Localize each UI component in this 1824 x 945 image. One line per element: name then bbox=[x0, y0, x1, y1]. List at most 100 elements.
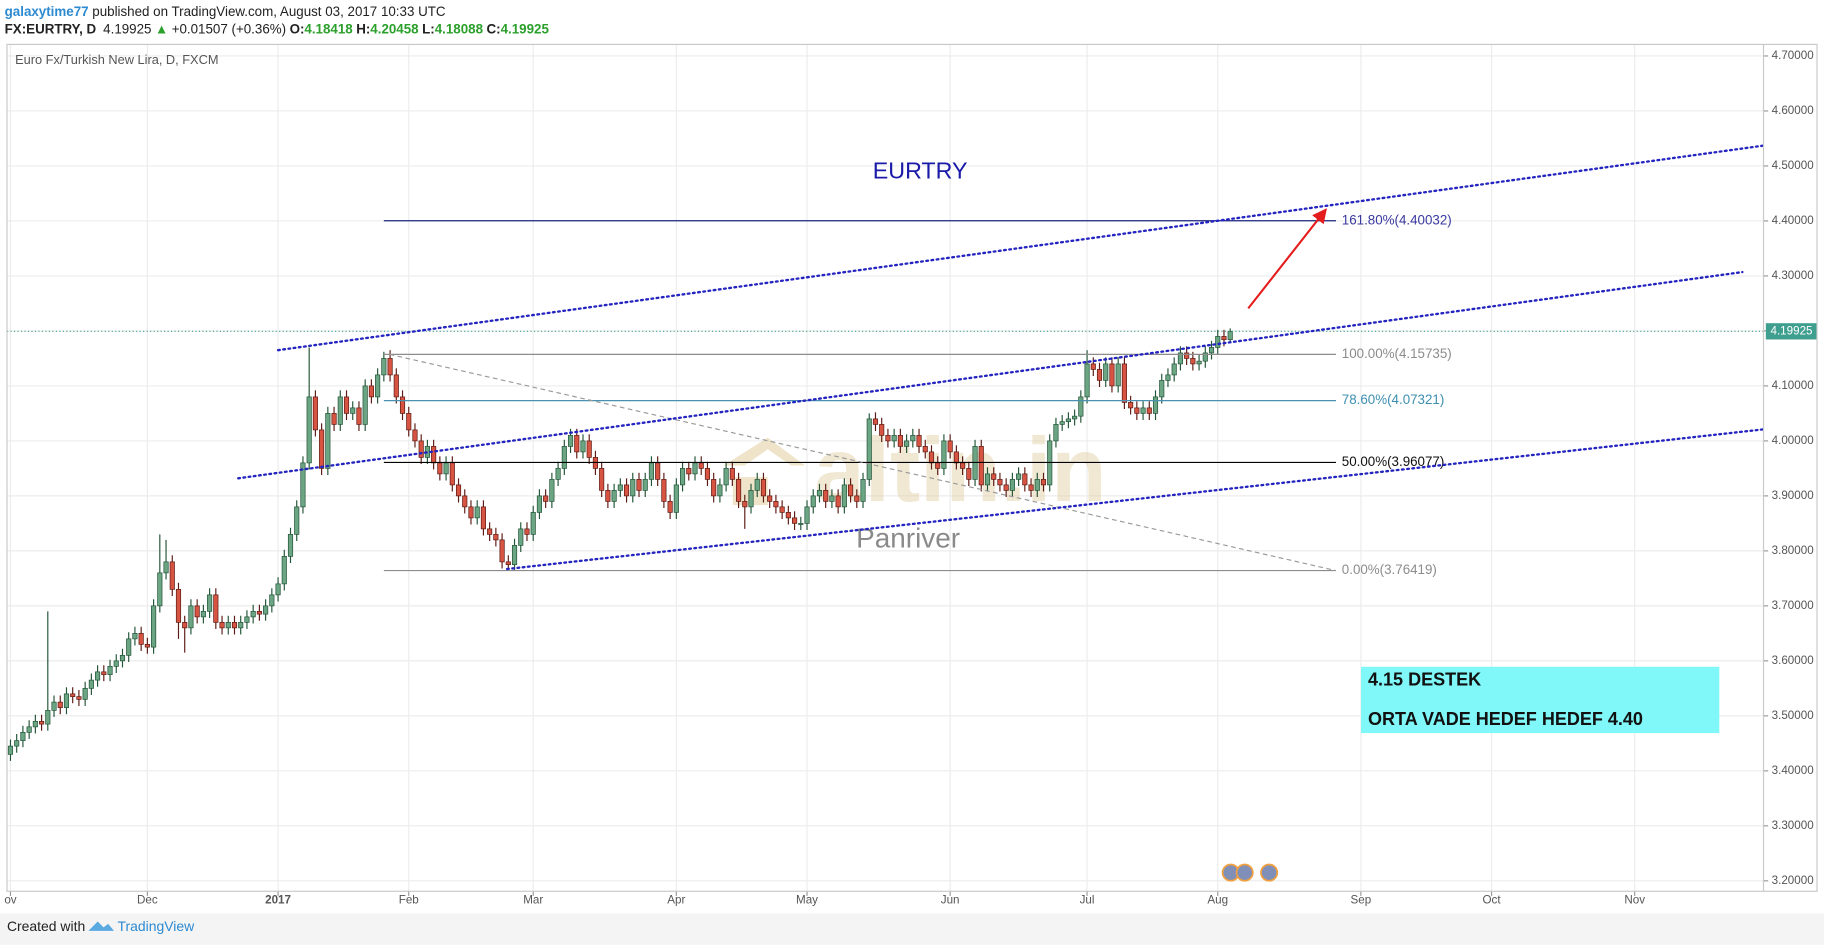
candle-body bbox=[798, 523, 804, 525]
candle-body bbox=[630, 479, 636, 497]
y-tick-label: 3.90000 bbox=[1772, 489, 1815, 502]
candle-body bbox=[679, 468, 686, 486]
candle-body bbox=[605, 490, 611, 502]
candle-body bbox=[997, 479, 1003, 486]
candle-body bbox=[200, 611, 206, 618]
candle-body bbox=[648, 462, 655, 480]
candle-body bbox=[107, 666, 113, 675]
candle-body bbox=[904, 440, 910, 447]
candle-body bbox=[337, 396, 343, 425]
l-label: L: bbox=[422, 21, 435, 36]
candle-body bbox=[132, 633, 138, 640]
candle-body bbox=[991, 473, 997, 480]
candle-body bbox=[711, 479, 717, 497]
candle-body bbox=[375, 374, 381, 398]
candle-body bbox=[760, 479, 767, 497]
candle-body bbox=[518, 528, 524, 546]
last-price: 4.19925 bbox=[103, 21, 151, 36]
candle-body bbox=[219, 622, 225, 629]
footer-brand[interactable]: TradingView bbox=[117, 918, 195, 934]
candle-body bbox=[1196, 360, 1202, 365]
footer bbox=[0, 913, 1824, 945]
candle-body bbox=[1159, 380, 1165, 398]
candle-body bbox=[829, 495, 835, 502]
y-tick-label: 3.50000 bbox=[1772, 709, 1815, 722]
candle-body bbox=[617, 484, 623, 491]
y-tick-label: 3.60000 bbox=[1772, 654, 1815, 667]
candle-body bbox=[350, 407, 356, 414]
candle-body bbox=[225, 622, 231, 629]
candle-body bbox=[1022, 473, 1028, 486]
candle-body bbox=[157, 572, 163, 607]
candle-body bbox=[250, 611, 256, 618]
candle-body bbox=[885, 435, 891, 442]
candle-body bbox=[88, 679, 94, 689]
candle-body bbox=[841, 484, 847, 508]
x-tick-label: Dec bbox=[137, 894, 158, 907]
candle-body bbox=[256, 611, 262, 615]
candle-body bbox=[188, 605, 194, 629]
fib-label: 78.60%(4.07321) bbox=[1342, 392, 1445, 407]
candle-body bbox=[32, 721, 38, 728]
candle-body bbox=[748, 490, 754, 508]
watermark-text: Panriver bbox=[856, 522, 960, 553]
candle-body bbox=[729, 468, 735, 480]
candle-body bbox=[468, 506, 474, 519]
candle-body bbox=[910, 435, 916, 442]
fib-label: 0.00%(3.76419) bbox=[1342, 562, 1437, 577]
candle-body bbox=[922, 446, 928, 453]
x-tick-label: Jun bbox=[941, 894, 960, 907]
candle-body bbox=[1165, 374, 1171, 381]
c-value: 4.19925 bbox=[501, 21, 550, 36]
candle-body bbox=[667, 501, 673, 513]
candle-body bbox=[984, 473, 991, 486]
candle-body bbox=[194, 605, 200, 618]
candle-body bbox=[418, 440, 424, 458]
candle-body bbox=[1103, 363, 1109, 381]
candle-body bbox=[493, 534, 499, 541]
candle-body bbox=[543, 495, 549, 502]
candle-body bbox=[381, 358, 387, 376]
candle-body bbox=[126, 638, 132, 656]
candle-body bbox=[574, 435, 580, 453]
candle-body bbox=[848, 484, 854, 497]
candle-body bbox=[555, 468, 561, 480]
fib-label: 100.00%(4.15735) bbox=[1342, 346, 1452, 361]
x-tick-label: Jul bbox=[1080, 894, 1095, 907]
event-icon[interactable] bbox=[1235, 863, 1254, 882]
note-text: 4.15 DESTEK bbox=[1368, 669, 1481, 689]
y-tick-label: 4.10000 bbox=[1772, 379, 1815, 392]
user-link[interactable]: galaxytime77 bbox=[5, 3, 89, 18]
candle-body bbox=[63, 693, 70, 708]
event-icon[interactable] bbox=[1260, 863, 1279, 882]
candle-body bbox=[474, 506, 480, 519]
candle-body bbox=[70, 693, 76, 697]
candle-body bbox=[599, 468, 605, 491]
y-tick-label: 4.50000 bbox=[1772, 159, 1815, 172]
candle-body bbox=[412, 429, 418, 442]
candle-body bbox=[113, 660, 119, 667]
candle-body bbox=[343, 396, 350, 414]
candle-body bbox=[213, 594, 219, 623]
candle-body bbox=[138, 633, 144, 645]
candle-body bbox=[1078, 396, 1084, 417]
fib-label: 161.80%(4.40032) bbox=[1342, 212, 1452, 227]
candle-body bbox=[773, 501, 779, 508]
candle-body bbox=[14, 740, 20, 747]
channel-line bbox=[276, 144, 1765, 352]
candle-body bbox=[1084, 363, 1090, 398]
candle-body bbox=[175, 589, 182, 623]
candle-body bbox=[169, 561, 175, 590]
candle-body bbox=[692, 462, 698, 475]
candle-body bbox=[723, 468, 729, 486]
candle-body bbox=[287, 534, 294, 557]
candle-body bbox=[1053, 424, 1059, 442]
candle-body bbox=[1171, 363, 1177, 376]
symbol-line: FX:EURTRY, D 4.19925 ▲ +0.01507 (+0.36%) O:4… bbox=[5, 21, 550, 36]
candle-body bbox=[119, 655, 126, 662]
candle-body bbox=[26, 726, 32, 733]
tv-logo bbox=[88, 921, 114, 931]
candle-body bbox=[549, 479, 555, 502]
candle-body bbox=[966, 468, 972, 480]
